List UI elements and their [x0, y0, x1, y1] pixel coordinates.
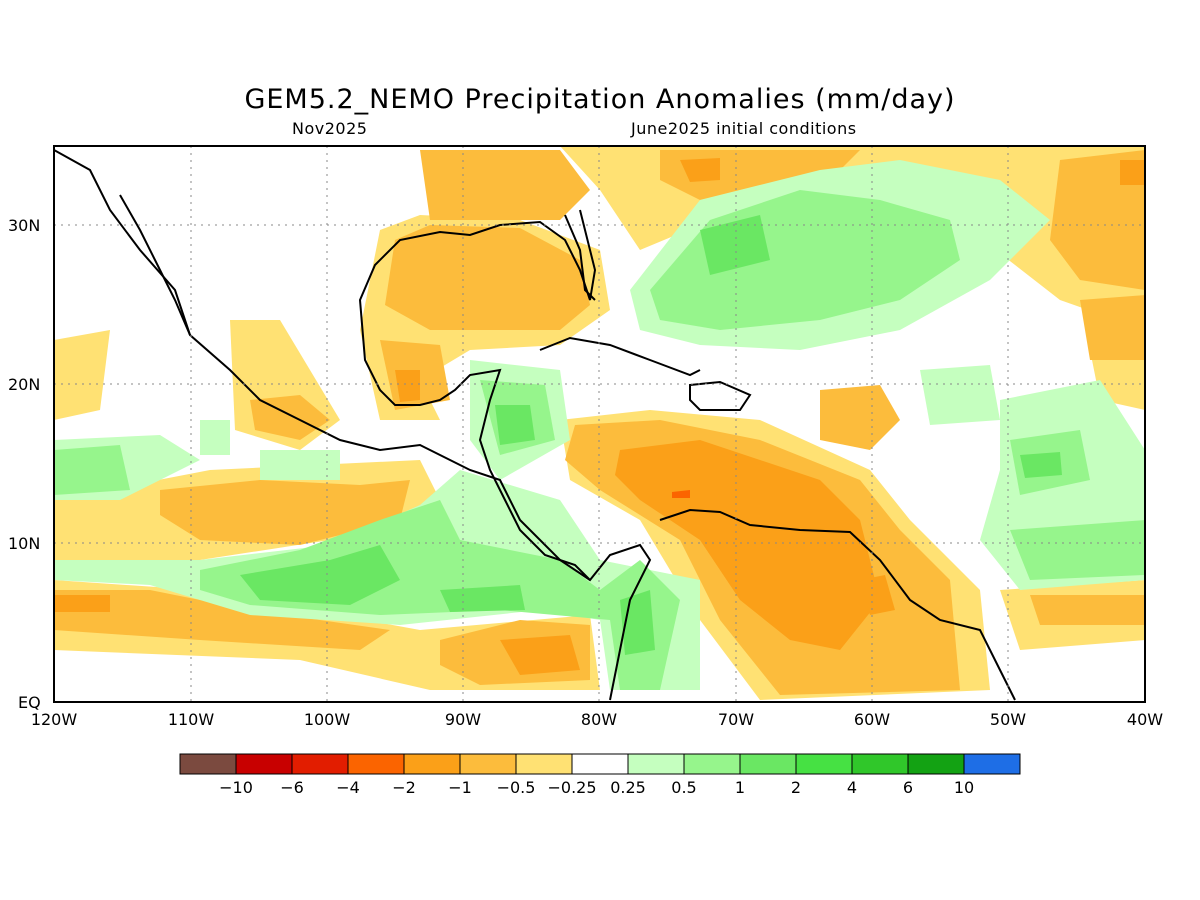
- anomaly-region: [54, 445, 130, 495]
- colorbar-label: 6: [902, 778, 914, 797]
- anomaly-region: [840, 225, 930, 290]
- colorbar-label: 1: [734, 778, 746, 797]
- colorbar-label: −1: [448, 778, 472, 797]
- colorbar-swatch: [179, 753, 237, 775]
- anomaly-region: [260, 450, 340, 480]
- colorbar-swatch: [627, 753, 685, 775]
- anomaly-region: [920, 365, 1000, 425]
- y-tick-label: EQ: [18, 693, 41, 712]
- x-tick-label: 70W: [717, 710, 755, 729]
- colorbar-swatch: [291, 753, 349, 775]
- coastline-baja: [119, 194, 191, 336]
- anomaly-region: [1030, 595, 1145, 625]
- colorbar-label: 10: [953, 778, 975, 797]
- colorbar-swatch: [739, 753, 797, 775]
- colorbar-label: −0.5: [496, 778, 536, 797]
- map-frame: [53, 145, 1146, 703]
- anomaly-region: [54, 590, 390, 650]
- x-tick-label: 110W: [167, 710, 215, 729]
- x-tick-label: 100W: [303, 710, 351, 729]
- colorbar-swatch: [515, 753, 573, 775]
- anomaly-region: [440, 585, 525, 612]
- anomaly-region: [385, 225, 590, 330]
- anomaly-region: [420, 150, 590, 220]
- anomaly-region: [160, 480, 410, 545]
- anomaly-region: [250, 395, 330, 440]
- colorbar-swatch: [403, 753, 461, 775]
- colorbar: [179, 753, 1021, 775]
- anomaly-region: [1020, 452, 1062, 478]
- x-tick-label: 80W: [580, 710, 618, 729]
- coastline-florida: [564, 214, 596, 301]
- anomaly-region: [1080, 295, 1145, 360]
- anomaly-region: [1120, 160, 1145, 185]
- anomaly-region: [200, 500, 680, 690]
- anomaly-field: [54, 146, 1145, 700]
- y-tick-label: 30N: [8, 216, 41, 235]
- anomaly-region: [672, 490, 690, 498]
- colorbar-label: 4: [846, 778, 858, 797]
- forecast-month: Nov2025: [292, 119, 368, 138]
- colorbar-label: 2: [790, 778, 802, 797]
- anomaly-region: [500, 635, 580, 675]
- x-tick-label: 90W: [444, 710, 482, 729]
- anomaly-region: [820, 385, 900, 450]
- x-tick-label: 60W: [853, 710, 891, 729]
- x-tick-label: 50W: [989, 710, 1027, 729]
- colorbar-label: −4: [336, 778, 360, 797]
- coastline-south-america: [659, 508, 1016, 701]
- x-tick-label: 40W: [1126, 710, 1164, 729]
- colorbar-swatch: [571, 753, 629, 775]
- y-tick-label: 20N: [8, 375, 41, 394]
- colorbar-label: −6: [280, 778, 304, 797]
- anomaly-region: [700, 215, 770, 275]
- anomaly-region: [395, 370, 420, 402]
- anomaly-region: [860, 575, 895, 615]
- y-tick-label: 10N: [8, 534, 41, 553]
- colorbar-swatch: [347, 753, 405, 775]
- coastlines: [54, 149, 1016, 701]
- coastline-cuba: [539, 336, 701, 377]
- anomaly-region: [1010, 520, 1145, 580]
- coastline-gulf: [358, 209, 597, 581]
- initial-conditions: June2025 initial conditions: [631, 119, 857, 138]
- map-title: GEM5.2_NEMO Precipitation Anomalies (mm/…: [244, 84, 956, 115]
- colorbar-label: −10: [219, 778, 253, 797]
- colorbar-swatch: [963, 753, 1021, 775]
- anomaly-region: [240, 545, 400, 605]
- colorbar-swatch: [683, 753, 741, 775]
- anomaly-region: [680, 158, 720, 182]
- colorbar-label: 0.5: [671, 778, 697, 797]
- gridlines: [54, 146, 1145, 702]
- anomaly-region: [495, 405, 535, 445]
- coastline-hispaniola: [689, 380, 752, 411]
- colorbar-label: −0.25: [547, 778, 597, 797]
- x-tick-label: 120W: [30, 710, 78, 729]
- anomaly-region: [200, 420, 230, 455]
- anomaly-region: [54, 595, 110, 612]
- anomaly-region: [54, 330, 110, 420]
- colorbar-swatch: [851, 753, 909, 775]
- colorbar-swatch: [907, 753, 965, 775]
- colorbar-swatch: [235, 753, 293, 775]
- colorbar-swatch: [459, 753, 517, 775]
- colorbar-label: 0.25: [610, 778, 646, 797]
- colorbar-label: −2: [392, 778, 416, 797]
- coastline-north-america: [54, 149, 652, 701]
- colorbar-swatch: [795, 753, 853, 775]
